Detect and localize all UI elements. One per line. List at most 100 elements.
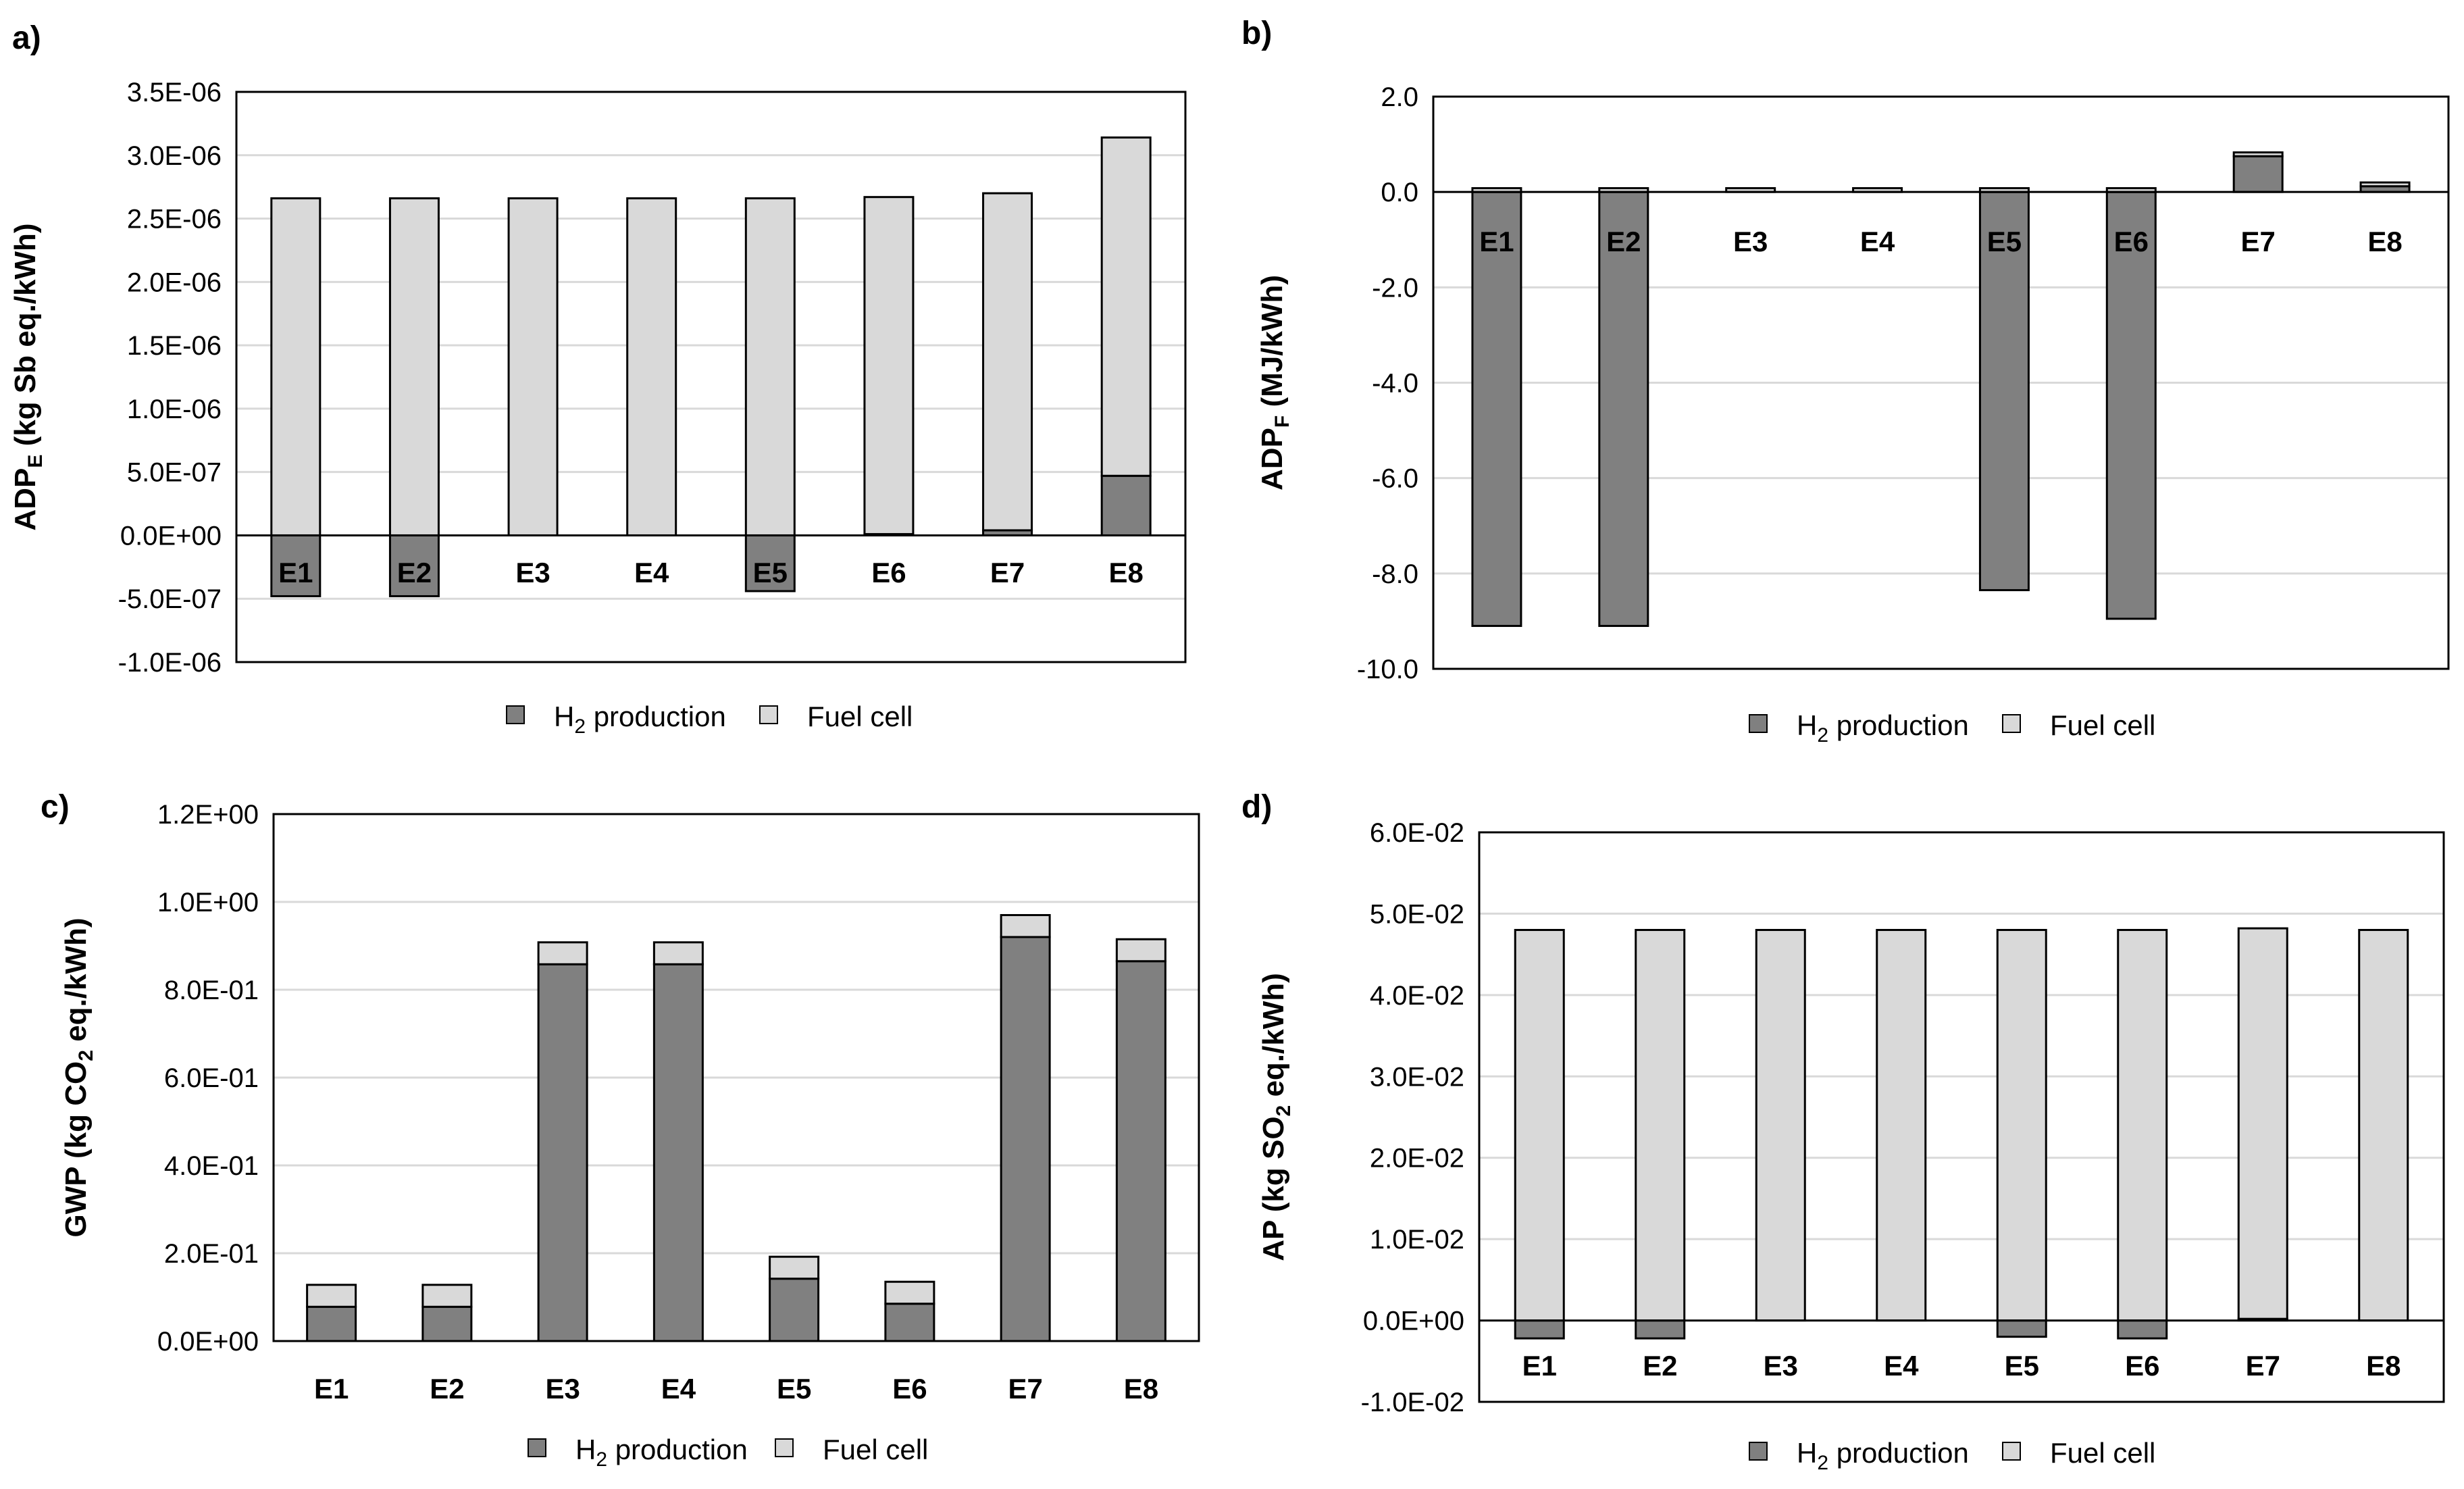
bar-fuelcell-E8: [2358, 929, 2409, 1322]
legend: H2 production Fuel cell: [1749, 1437, 2155, 1474]
bar-h2-E1: [1471, 191, 1522, 627]
chart-panel-d: d) -1.0E-02 0.0E+00 1.0E-02 2.0E-02 3.0E-02 4.…: [1241, 789, 2445, 1474]
bar-fuelcell-E3: [507, 197, 559, 536]
y-tick-label: 6.0E-02: [1370, 818, 1464, 848]
legend-label-h2: H2 production: [1797, 1437, 1969, 1474]
category-label-E8: E8: [1109, 557, 1144, 588]
category-label-E8: E8: [1124, 1373, 1158, 1405]
y-axis-title: AP (kg SO2 eq./kWh): [1257, 973, 1295, 1261]
y-tick-label: 6.0E-01: [164, 1063, 259, 1093]
category-label-E6: E6: [871, 557, 906, 588]
y-tick-label: 3.5E-06: [127, 78, 222, 107]
bar-fuelcell-E7: [982, 192, 1033, 532]
bar-h2-E5: [1978, 191, 2030, 592]
legend-label-fuelcell: Fuel cell: [807, 701, 913, 732]
bar-fuelcell-E1: [306, 1284, 357, 1308]
y-tick-label: -1.0E-06: [118, 648, 222, 678]
y-axis-title-main: AP (kg SO: [1257, 1116, 1290, 1261]
panel-label: a): [12, 20, 41, 56]
legend-swatch-fuelcell: [2002, 1442, 2021, 1461]
category-label-E4: E4: [1860, 226, 1895, 257]
y-tick-label: 1.0E-02: [1370, 1225, 1464, 1255]
panel-label: b): [1241, 16, 1272, 51]
chart-panel-b: b) -10.0 -8.0 -6.0 -4.0 -2.0 0.0 2.0 E1 E2 E3 E4 E5 E…: [1241, 16, 2450, 747]
y-axis-title-rest: (MJ/kWh): [1256, 275, 1289, 415]
plot-area-frame: [272, 813, 1200, 1342]
bar-fuelcell-E4: [626, 197, 677, 536]
bar-fuelcell-E6: [2117, 929, 2168, 1322]
y-tick-label: 4.0E-02: [1370, 981, 1464, 1011]
y-tick-label: -4.0: [1372, 369, 1418, 399]
category-label-E3: E3: [515, 557, 550, 588]
legend: H2 production Fuel cell: [506, 701, 913, 738]
y-axis-title: ADPE (kg Sb eq./kWh): [9, 223, 47, 530]
category-label-E5: E5: [1987, 226, 2022, 257]
y-axis-title-main: ADP: [1256, 428, 1289, 490]
category-label-E6: E6: [2125, 1350, 2159, 1382]
y-axis-title-main: GWP (kg CO: [59, 1061, 93, 1238]
bar-fuelcell-E1: [1514, 929, 1565, 1322]
bar-fuelcell-E1: [270, 197, 322, 536]
y-axis-title: ADPF (MJ/kWh): [1256, 275, 1293, 490]
bar-h2-E2: [1635, 1319, 1686, 1340]
category-label-E6: E6: [892, 1373, 927, 1405]
legend-swatch-h2: [1749, 714, 1768, 733]
bar-h2-E6: [2105, 191, 2157, 620]
bar-h2-E6: [884, 1303, 935, 1342]
legend-h2-rest: production: [1828, 709, 1969, 741]
bar-h2-E2: [1598, 191, 1649, 627]
bar-fuelcell-E2: [388, 197, 440, 536]
y-tick-label: 2.5E-06: [127, 205, 222, 234]
legend-label-fuelcell: Fuel cell: [2050, 709, 2155, 741]
legend-swatch-fuelcell: [775, 1438, 794, 1457]
bar-h2-E1: [306, 1305, 357, 1342]
bar-fuelcell-E2: [421, 1284, 473, 1308]
category-label-E6: E6: [2114, 226, 2149, 257]
legend: H2 production Fuel cell: [1749, 709, 2155, 747]
legend-h2-sub: 2: [1817, 1452, 1828, 1474]
y-tick-label: 1.5E-06: [127, 331, 222, 361]
category-label-E7: E7: [2241, 226, 2276, 257]
y-axis-title-rest: (kg Sb eq./kWh): [9, 223, 42, 454]
bar-fuelcell-E7: [2232, 151, 2284, 157]
legend-h2-main: H: [1797, 709, 1817, 741]
y-axis-title-sub: F: [1271, 415, 1293, 428]
bar-fuelcell-E7: [2237, 927, 2288, 1320]
y-tick-label: -8.0: [1372, 559, 1418, 589]
category-label-E2: E2: [1606, 226, 1641, 257]
legend: H2 production Fuel cell: [528, 1434, 928, 1471]
bar-h2-E8: [1115, 960, 1166, 1342]
bar-fuelcell-E5: [1996, 929, 2047, 1322]
category-label-E8: E8: [2366, 1350, 2401, 1382]
y-tick-label: -1.0E-02: [1361, 1388, 1464, 1417]
bar-fuelcell-E8: [1115, 938, 1166, 963]
category-label-E4: E4: [1884, 1350, 1919, 1382]
bar-fuelcell-E5: [744, 197, 796, 536]
category-label-E3: E3: [545, 1373, 580, 1405]
bar-fuelcell-E8: [1100, 136, 1152, 477]
category-label-E5: E5: [777, 1373, 811, 1405]
y-tick-label: -10.0: [1357, 655, 1418, 684]
bar-h2-E1: [1514, 1319, 1565, 1340]
y-tick-label: -5.0E-07: [118, 584, 222, 614]
y-tick-label: 4.0E-01: [164, 1151, 259, 1181]
bar-fuelcell-E4: [652, 941, 704, 965]
y-tick-label: 0.0: [1381, 178, 1418, 207]
bar-fuelcell-E6: [863, 196, 915, 536]
y-tick-label: 2.0E-02: [1370, 1144, 1464, 1173]
bar-h2-E4: [652, 963, 704, 1342]
category-label-E1: E1: [314, 1373, 349, 1405]
y-axis-title-sub: 2: [75, 1050, 97, 1061]
y-tick-label: 0.0E+00: [157, 1327, 259, 1357]
bar-fuelcell-E6: [884, 1280, 935, 1305]
bar-fuelcell-E2: [1635, 929, 1686, 1322]
y-axis-title-rest: eq./kWh): [1257, 973, 1290, 1105]
y-tick-label: 1.2E+00: [157, 800, 259, 830]
y-tick-label: 0.0E+00: [120, 521, 222, 551]
legend-label-fuelcell: Fuel cell: [823, 1434, 928, 1465]
legend-h2-rest: production: [607, 1434, 748, 1465]
y-tick-label: 0.0E+00: [1363, 1307, 1464, 1336]
plot-area-frame: [1478, 831, 2445, 1403]
legend-label-h2: H2 production: [554, 701, 726, 738]
